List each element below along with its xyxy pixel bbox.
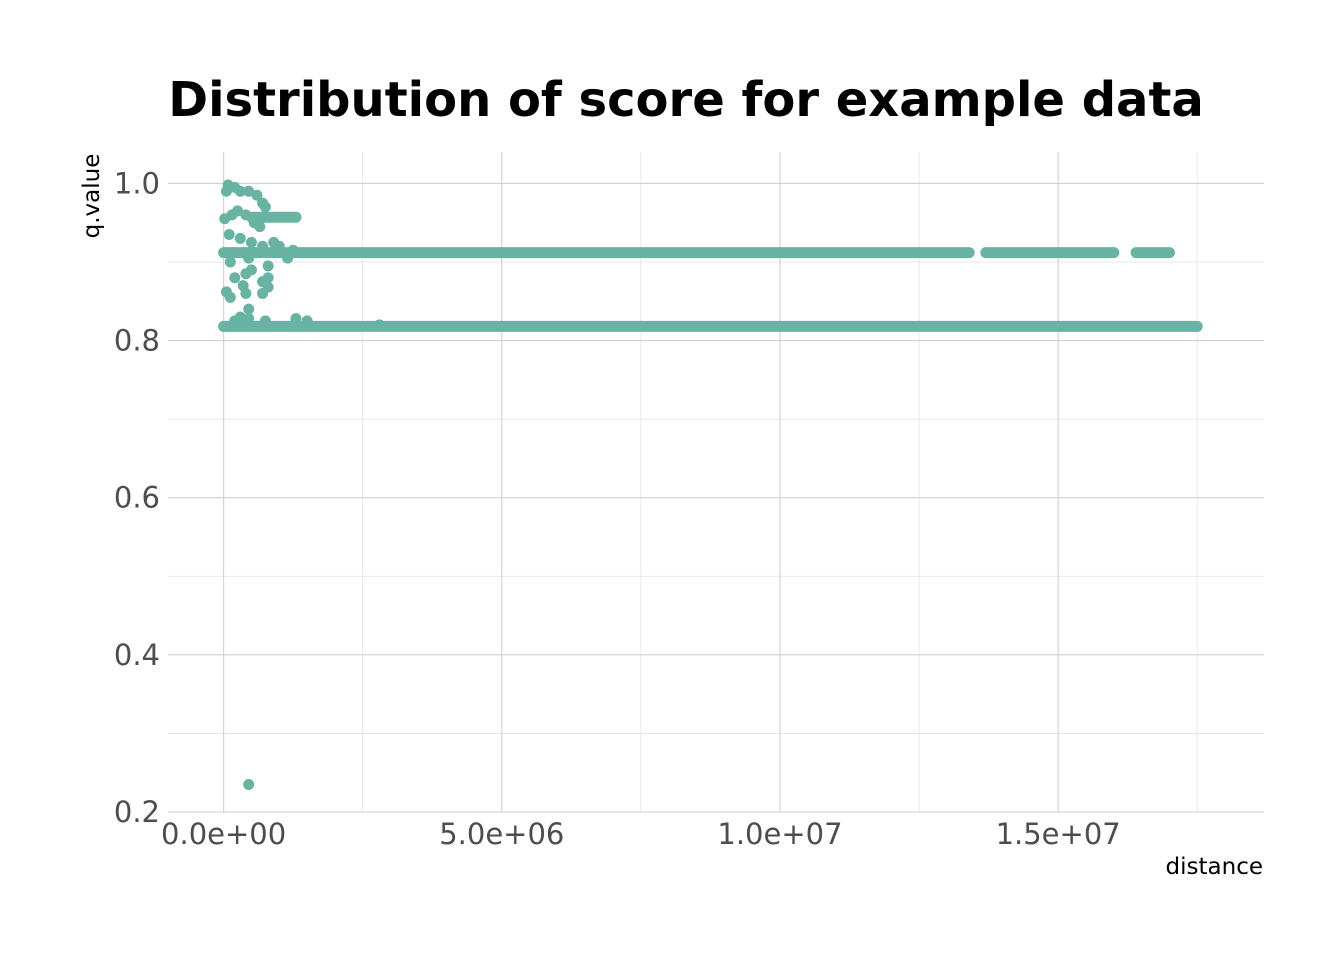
data-point <box>240 209 252 221</box>
data-point <box>290 313 302 325</box>
y-axis-title: q.value <box>79 154 105 239</box>
data-point <box>273 240 285 252</box>
data-point <box>224 256 236 268</box>
data-point <box>245 236 257 248</box>
data-point <box>257 240 269 252</box>
data-point <box>234 232 246 244</box>
data-point <box>240 287 252 299</box>
y-tick-label: 0.4 <box>114 638 160 672</box>
data-point <box>301 315 313 327</box>
data-point <box>243 185 255 197</box>
data-point <box>251 189 263 201</box>
data-points <box>218 179 1203 790</box>
data-point <box>254 221 266 233</box>
data-point <box>282 252 294 264</box>
data-point <box>259 315 271 327</box>
data-point <box>257 287 269 299</box>
x-axis-tick-labels: 0.0e+00 5.0e+06 1.0e+07 1.5e+07 <box>161 817 1121 851</box>
y-tick-label: 0.8 <box>114 324 160 358</box>
data-point <box>243 779 255 790</box>
y-tick-label: 0.2 <box>114 795 160 829</box>
y-tick-label: 0.6 <box>114 481 160 515</box>
x-tick-label: 5.0e+06 <box>439 817 564 851</box>
x-tick-label: 1.5e+07 <box>996 817 1121 851</box>
data-point <box>232 205 244 217</box>
data-point <box>373 319 385 331</box>
data-point <box>245 264 257 276</box>
x-axis-title: distance <box>1166 854 1263 880</box>
y-tick-label: 1.0 <box>114 166 160 200</box>
grid-lines <box>168 152 1264 813</box>
data-point <box>223 229 235 240</box>
data-point <box>224 291 236 303</box>
data-point <box>234 185 246 197</box>
data-point <box>259 201 271 213</box>
x-tick-label: 0.0e+00 <box>161 817 286 851</box>
x-tick-label: 1.0e+07 <box>717 817 842 851</box>
data-point <box>243 252 255 264</box>
data-point <box>229 272 241 284</box>
data-point <box>287 244 299 256</box>
data-point <box>243 313 255 325</box>
chart-title: Distribution of score for example data <box>168 72 1204 128</box>
data-point <box>262 260 274 272</box>
y-axis-tick-labels: 0.2 0.4 0.6 0.8 1.0 <box>114 166 160 829</box>
data-point <box>234 311 246 323</box>
data-point <box>243 303 255 315</box>
